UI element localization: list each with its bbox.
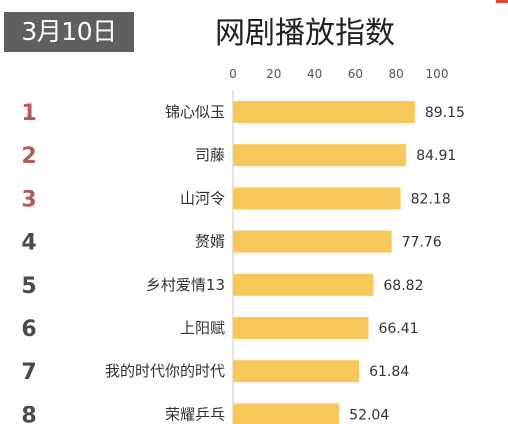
- bar: [233, 101, 415, 123]
- corner-accent: [496, 0, 508, 3]
- value-label: 82.18: [411, 191, 451, 207]
- value-label: 89.15: [425, 105, 465, 121]
- category-label: 上阳赋: [180, 319, 225, 337]
- chart-title: 网剧播放指数: [215, 16, 395, 51]
- x-tick-label: 80: [389, 67, 404, 81]
- rank-number: 8: [21, 403, 36, 424]
- rank-number: 4: [21, 231, 36, 256]
- category-label: 荣耀乒乓: [165, 405, 225, 423]
- value-label: 66.41: [378, 321, 418, 337]
- value-label: 68.82: [383, 278, 423, 294]
- date-badge: 3月10日: [4, 12, 134, 52]
- x-axis-ticks: 0 20 40 60 80 100: [229, 67, 448, 81]
- rank-number: 5: [21, 274, 36, 299]
- rank-number: 6: [21, 317, 36, 342]
- bars: 1 锦心似玉 89.15 2 司藤 84.91 3 山河令 82.18 4 赘婿 77.76 5 乡村爱情…: [21, 90, 465, 424]
- bar: [233, 317, 369, 339]
- bar: [233, 144, 407, 167]
- bar: [233, 273, 374, 296]
- rank-number: 1: [21, 101, 36, 126]
- x-tick-label: 20: [266, 67, 281, 81]
- x-tick-label: 60: [348, 67, 363, 81]
- x-tick-label: 40: [307, 67, 322, 81]
- bar: [233, 403, 340, 424]
- x-tick-label: 0: [229, 67, 237, 81]
- category-label: 乡村爱情13: [146, 276, 225, 294]
- category-label: 山河令: [180, 189, 225, 207]
- value-label: 77.76: [402, 235, 442, 251]
- rank-number: 3: [21, 187, 36, 212]
- value-label: 61.84: [369, 364, 409, 380]
- bar: [233, 360, 360, 383]
- category-label: 锦心似玉: [165, 103, 225, 121]
- bar: [233, 187, 401, 210]
- category-label: 我的时代你的时代: [105, 362, 225, 380]
- x-tick-label: 100: [426, 67, 449, 81]
- rank-number: 2: [21, 144, 36, 169]
- category-label: 司藤: [195, 146, 225, 164]
- category-label: 赘婿: [195, 233, 225, 251]
- value-label: 84.91: [416, 148, 456, 164]
- rank-number: 7: [21, 360, 36, 385]
- bar: [233, 230, 392, 253]
- value-label: 52.04: [349, 407, 389, 423]
